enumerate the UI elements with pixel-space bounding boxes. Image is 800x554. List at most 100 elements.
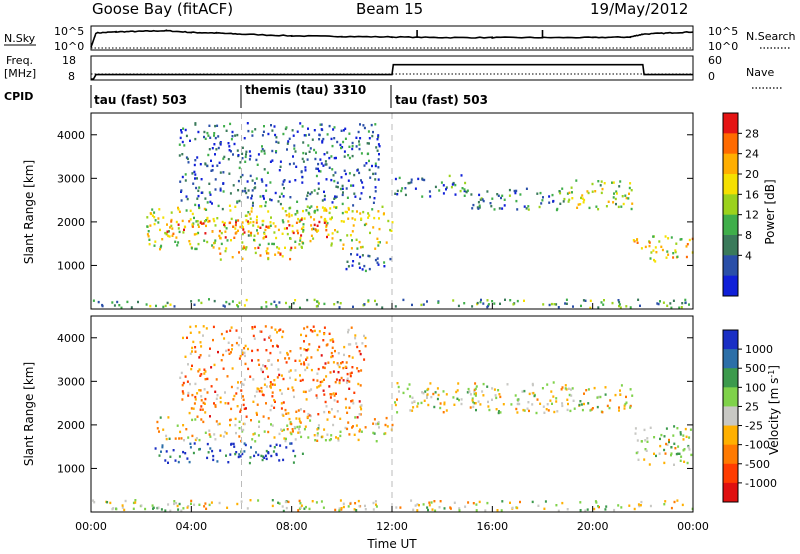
power-cell-2-417 — [256, 163, 259, 166]
power-cell-2-130 — [306, 194, 309, 197]
power-cell-1-2 — [207, 220, 210, 223]
velocity-cell-2-42 — [182, 381, 185, 385]
velocity-cell-2-10 — [206, 391, 209, 394]
velocity-cell-5-6 — [156, 506, 159, 510]
power-cell-0-180 — [331, 232, 334, 235]
velocity-cell-0-104 — [187, 436, 190, 439]
velocity-cell-2-356 — [270, 383, 272, 386]
power-cell-9-58 — [617, 299, 620, 302]
power-cell-0-245 — [174, 240, 177, 243]
velocity-cell-0-47 — [354, 416, 357, 419]
velocity-cell-2-43 — [181, 398, 184, 401]
velocity-cell-3-117 — [631, 394, 634, 397]
velocity-cell-4-24 — [687, 446, 690, 449]
power-cell-4-2 — [383, 265, 386, 268]
velocity-cell-0-62 — [364, 426, 367, 429]
power-cell-5-19 — [450, 186, 453, 189]
power-cell-2-149 — [227, 142, 230, 145]
velocity-cell-0-98 — [251, 438, 254, 441]
velocity-cell-2-244 — [279, 328, 282, 331]
velocity-cell-4-58 — [679, 431, 682, 434]
power-cell-0-267 — [259, 205, 262, 208]
power-cell-0-263 — [360, 217, 363, 220]
velocity-cell-4-59 — [634, 432, 637, 435]
power-cell-1-15 — [247, 222, 250, 225]
power-cell-3-26 — [290, 246, 293, 250]
velocity-cell-3-197 — [456, 397, 459, 400]
power-cell-2-188 — [322, 164, 325, 167]
velocity-cell-5-170 — [475, 509, 478, 512]
velocity-cell-0-148 — [335, 436, 337, 439]
velocity-cell-0-48 — [202, 420, 205, 424]
velocity-cell-2-47 — [200, 405, 203, 408]
power-cell-0-2 — [336, 230, 339, 234]
power-cell-0-53 — [377, 210, 380, 213]
velocity-cell-2-154 — [230, 407, 233, 411]
power-cell-2-302 — [333, 179, 336, 183]
power-cell-9-5 — [113, 304, 116, 307]
power-cell-0-137 — [149, 212, 152, 215]
power-cell-2-219 — [285, 126, 288, 129]
power-cell-9-66 — [238, 301, 241, 304]
power-cell-1-31 — [274, 225, 277, 228]
x-axis-label: Time UT — [366, 537, 417, 551]
power-cell-8-7 — [685, 245, 688, 248]
power-cell-4-22 — [346, 260, 349, 263]
power-cell-9-33 — [381, 306, 384, 309]
velocity-cell-3-186 — [532, 391, 535, 395]
velocity-cell-4-0 — [644, 439, 647, 442]
velocity-cell-0-156 — [298, 420, 301, 423]
velocity-cell-0-2 — [222, 435, 225, 438]
velocity-cell-2-291 — [212, 325, 215, 329]
velocity-cell-1-66 — [193, 442, 196, 445]
velocity-cell-3-122 — [619, 393, 622, 396]
power-cell-0-40 — [326, 222, 329, 225]
velocity-cell-2-273 — [270, 363, 273, 366]
velocity-cell-0-74 — [267, 417, 270, 420]
power-cell-0-131 — [387, 219, 390, 223]
power-cell-2-16 — [214, 136, 217, 140]
power-cell-2-15 — [189, 139, 191, 142]
power-cell-0-241 — [361, 245, 364, 249]
velocity-cell-4-14 — [668, 440, 670, 444]
power-cell-6-5 — [548, 195, 551, 198]
power-cell-2-73 — [251, 189, 254, 192]
velocity-cell-2-113 — [280, 374, 283, 377]
velocity-cell-0-144 — [299, 421, 302, 424]
velocity-cell-2-206 — [318, 345, 321, 349]
velocity-cell-5-107 — [173, 500, 176, 503]
power-cell-0-3 — [161, 238, 164, 241]
power-cell-2-215 — [301, 125, 304, 128]
velocity-cell-3-169 — [421, 391, 424, 394]
power-cell-0-65 — [267, 242, 270, 246]
power-cell-2-78 — [254, 128, 257, 131]
power-cell-7-41 — [576, 206, 579, 209]
freq-tick-top: 18 — [62, 54, 76, 67]
velocity-cell-2-23 — [222, 367, 225, 370]
velocity-cell-2-81 — [179, 376, 182, 379]
power-cell-0-291 — [351, 239, 353, 242]
power-cell-1-50 — [181, 219, 184, 223]
velocity-cell-5-127 — [299, 502, 302, 505]
velocity-cell-4-64 — [673, 425, 676, 428]
velocity-cell-5-152 — [458, 509, 461, 512]
velocity-cell-3-14 — [469, 393, 472, 396]
power-cell-5-8 — [400, 189, 403, 193]
velocity-cell-5-159 — [464, 505, 467, 508]
velocity-cell-2-380 — [271, 345, 274, 348]
power-cell-1-37 — [177, 223, 180, 226]
power-cell-3-4 — [224, 249, 227, 253]
power-cell-1-75 — [288, 224, 291, 227]
velocity-cell-1-16 — [244, 443, 247, 447]
power-cell-0-116 — [157, 217, 160, 220]
power-cell-4-9 — [359, 255, 362, 259]
velocity-cell-0-59 — [243, 422, 246, 426]
power-cell-3-23 — [289, 257, 292, 261]
power-cell-5-25 — [396, 193, 399, 196]
velocity-cell-2-383 — [214, 404, 217, 407]
power-cell-2-140 — [179, 136, 182, 140]
velocity-cell-3-44 — [526, 407, 529, 410]
velocity-cell-3-30 — [606, 404, 609, 408]
velocity-cell-1-45 — [184, 452, 187, 455]
velocity-cell-1-20 — [249, 456, 252, 459]
